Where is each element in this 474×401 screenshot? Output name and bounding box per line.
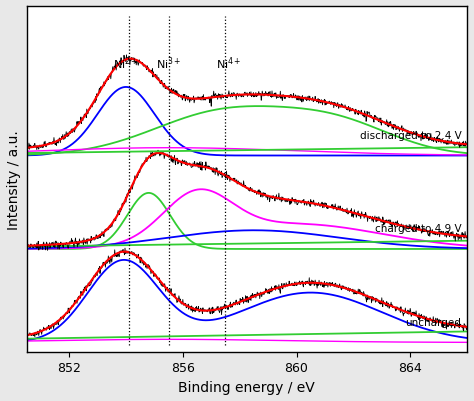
Text: Ni$^{2+}$: Ni$^{2+}$ — [113, 56, 139, 72]
Y-axis label: Intensity / a.u.: Intensity / a.u. — [7, 130, 21, 229]
Text: Ni$^{3+}$: Ni$^{3+}$ — [156, 56, 182, 72]
Text: uncharged: uncharged — [405, 317, 461, 327]
Text: charged to 4.9 V: charged to 4.9 V — [375, 224, 461, 234]
Text: discharged to 2.4 V: discharged to 2.4 V — [360, 131, 461, 141]
X-axis label: Binding energy / eV: Binding energy / eV — [178, 380, 315, 394]
Text: Ni$^{4+}$: Ni$^{4+}$ — [216, 56, 241, 72]
